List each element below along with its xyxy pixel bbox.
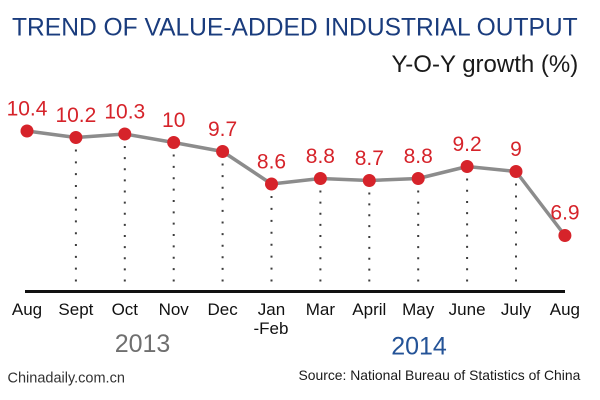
- svg-text:July: July: [501, 300, 532, 319]
- svg-text:TREND OF VALUE-ADDED INDUSTRIA: TREND OF VALUE-ADDED INDUSTRIAL OUTPUT: [12, 15, 578, 42]
- svg-text:Aug: Aug: [12, 300, 42, 319]
- svg-text:8.7: 8.7: [355, 147, 384, 170]
- svg-text:Y-O-Y growth (%): Y-O-Y growth (%): [392, 51, 579, 78]
- svg-text:Oct: Oct: [112, 300, 139, 319]
- svg-text:10.2: 10.2: [55, 104, 96, 127]
- svg-text:May: May: [402, 300, 435, 319]
- svg-text:9.7: 9.7: [208, 118, 237, 141]
- svg-text:9: 9: [510, 138, 522, 161]
- svg-text:Chinadaily.com.cn: Chinadaily.com.cn: [8, 371, 125, 387]
- svg-text:Source: National Bureau of Sta: Source: National Bureau of Statistics of…: [299, 367, 581, 383]
- svg-text:10.3: 10.3: [104, 101, 145, 124]
- svg-text:2013: 2013: [115, 330, 171, 358]
- svg-text:9.2: 9.2: [452, 133, 481, 156]
- svg-text:Mar: Mar: [306, 300, 336, 319]
- svg-text:Nov: Nov: [159, 300, 190, 319]
- svg-text:April: April: [352, 300, 386, 319]
- svg-text:Jan: Jan: [258, 300, 285, 319]
- svg-text:-Feb: -Feb: [254, 319, 289, 338]
- svg-text:10: 10: [162, 109, 185, 132]
- svg-text:10.4: 10.4: [7, 98, 48, 121]
- svg-text:6.9: 6.9: [550, 202, 579, 225]
- svg-text:Aug: Aug: [550, 300, 580, 319]
- svg-text:8.6: 8.6: [257, 151, 286, 174]
- svg-text:8.8: 8.8: [404, 145, 433, 168]
- svg-text:Sept: Sept: [58, 300, 93, 319]
- svg-text:8.8: 8.8: [306, 145, 335, 168]
- svg-text:June: June: [449, 300, 486, 319]
- svg-text:Dec: Dec: [207, 300, 238, 319]
- svg-text:2014: 2014: [391, 333, 447, 361]
